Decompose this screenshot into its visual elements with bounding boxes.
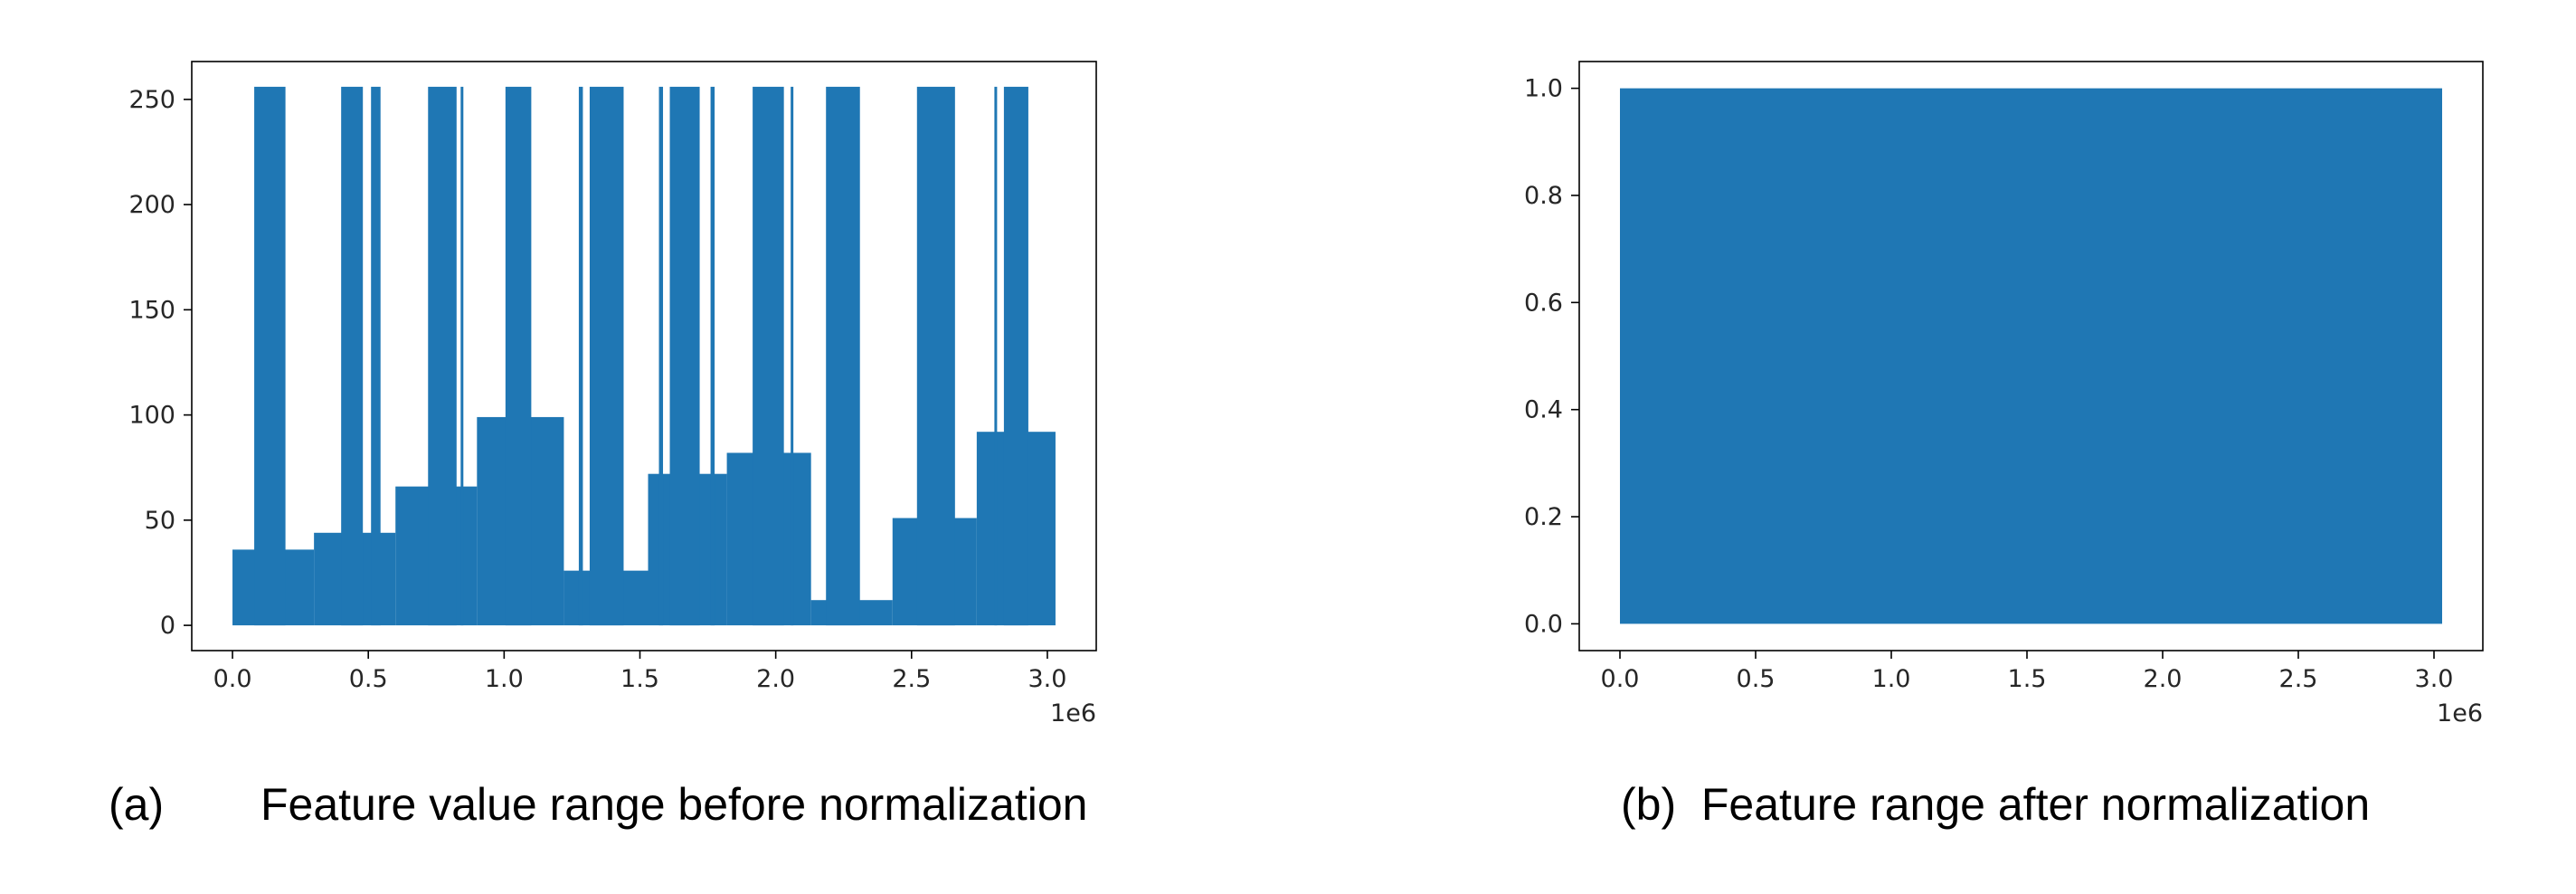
y-tick-label: 0: [160, 612, 175, 640]
spike: [428, 86, 457, 626]
spike: [341, 86, 364, 626]
x-tick-label: 1.5: [2008, 665, 2047, 693]
x-tick-label: 1.0: [1872, 665, 1911, 693]
x-offset-label: 1e6: [2437, 699, 2483, 728]
y-tick-label: 50: [145, 507, 175, 535]
spike: [710, 86, 715, 626]
x-tick-label: 0.5: [1737, 665, 1776, 693]
spike: [791, 86, 794, 626]
x-tick-label: 1.5: [620, 665, 659, 693]
spike: [589, 86, 624, 626]
y-tick-label: 250: [128, 86, 175, 114]
series-spikes: [254, 86, 1028, 626]
axes-frame: [191, 61, 1097, 651]
caption-a-text: Feature value range before normalization: [260, 779, 1088, 830]
x-offset-label: 1e6: [1050, 699, 1096, 728]
x-tick-label: 2.5: [892, 665, 931, 693]
axes-frame: [1578, 61, 2484, 651]
y-tick-label: 0.6: [1524, 289, 1563, 317]
x-tick-label: 0.5: [349, 665, 388, 693]
y-tick-label: 100: [128, 402, 175, 430]
spike: [669, 86, 700, 626]
y-tick-label: 1.0: [1524, 75, 1563, 103]
spike: [505, 86, 532, 626]
x-tick-label: 2.0: [756, 665, 795, 693]
area-segment: [1620, 88, 2442, 624]
x-tick-label: 3.0: [1028, 665, 1066, 693]
y-tick-label: 0.4: [1524, 396, 1563, 424]
y-tick-label: 150: [128, 296, 175, 324]
x-tick-label: 2.0: [2144, 665, 2183, 693]
spike: [578, 86, 583, 626]
series-area: [1620, 88, 2442, 624]
spike: [753, 86, 784, 626]
spike: [254, 86, 286, 626]
x-tick-label: 0.0: [213, 665, 252, 693]
spike: [371, 86, 381, 626]
x-tick-label: 3.0: [2415, 665, 2454, 693]
y-tick-label: 0.8: [1524, 182, 1563, 210]
y-tick-label: 0.0: [1524, 610, 1563, 638]
spike: [826, 86, 860, 626]
x-tick-label: 2.5: [2279, 665, 2318, 693]
spike: [916, 86, 955, 626]
spike: [658, 86, 664, 626]
chart-before-normalization: 0.0 0.5 1.0 1.5 2.0 2.5 3.0 1e6 0 50 100 150 200 250: [128, 61, 1097, 728]
spike: [994, 86, 998, 626]
x-tick-label: 0.0: [1601, 665, 1640, 693]
spike: [460, 86, 464, 626]
y-tick-label: 0.2: [1524, 503, 1563, 531]
caption-a-label: (a): [109, 779, 165, 830]
spike: [1003, 86, 1028, 626]
caption-b-text: (b) Feature range after normalization: [1621, 779, 2371, 830]
y-tick-label: 200: [128, 191, 175, 219]
x-tick-label: 1.0: [485, 665, 524, 693]
chart-after-normalization: 0.0 0.5 1.0 1.5 2.0 2.5 3.0 1e6 0.0 0.2 0.4 0.6 0.8 1…: [1524, 61, 2484, 728]
